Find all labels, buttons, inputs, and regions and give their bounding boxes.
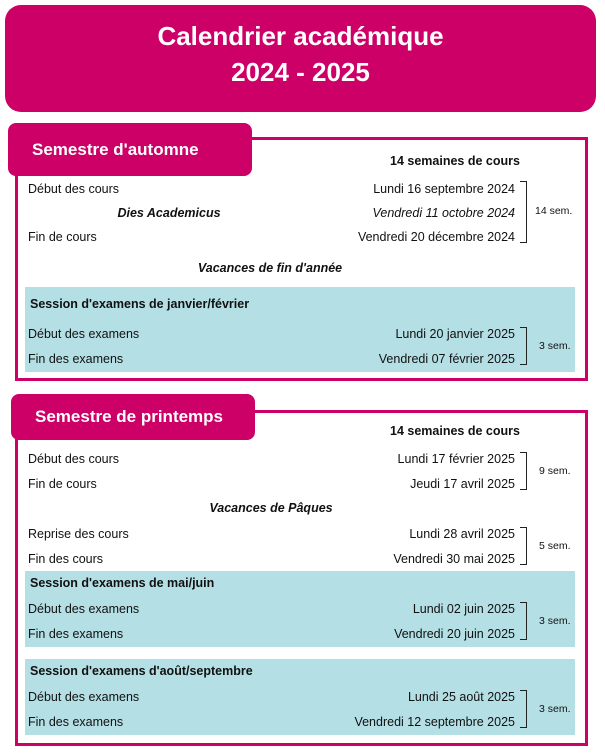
exam-end-date: Vendredi 07 février 2025 <box>378 352 515 366</box>
spring-start-date: Lundi 17 février 2025 <box>397 452 515 466</box>
autumn-end-date: Vendredi 20 décembre 2024 <box>357 230 515 244</box>
session2-title: Session d'examens d'août/septembre <box>30 664 253 678</box>
autumn-holiday: Vacances de fin d'année <box>197 261 343 275</box>
header-year: 2024 - 2025 <box>231 57 370 87</box>
session2-span: 3 sem. <box>539 703 571 715</box>
autumn-start-date: Lundi 16 septembre 2024 <box>373 182 515 196</box>
autumn-weeks: 14 semaines de cours <box>390 154 520 168</box>
spring-weeks: 14 semaines de cours <box>390 424 520 438</box>
spring-holiday: Vacances de Pâques <box>209 501 333 515</box>
bracket <box>520 690 527 728</box>
autumn-session-span: 3 sem. <box>539 340 571 352</box>
exam-end-label: Fin des examens <box>28 715 124 729</box>
session1-span: 3 sem. <box>539 615 571 627</box>
spring-break-start-date: Jeudi 17 avril 2025 <box>410 477 515 491</box>
spring-resume-label: Reprise des cours <box>28 527 129 541</box>
autumn-start-label: Début des cours <box>28 182 120 196</box>
exam-end-date: Vendredi 20 juin 2025 <box>394 627 515 641</box>
autumn-span: 14 sem. <box>535 205 573 217</box>
header-title: Calendrier académique <box>157 21 444 51</box>
exam-start-date: Lundi 25 août 2025 <box>407 690 515 704</box>
exam-end-label: Fin des examens <box>28 627 124 641</box>
autumn-exam-session <box>25 287 575 372</box>
autumn-tab: Semestre d'automne <box>8 123 252 176</box>
spring-exam-session-2 <box>25 659 575 735</box>
bracket <box>520 452 527 490</box>
spring-break-start-label: Fin de cours <box>28 477 97 491</box>
spring-exam-session-1 <box>25 571 575 647</box>
exam-start-label: Début des examens <box>28 602 140 616</box>
spring-end-date: Vendredi 30 mai 2025 <box>393 552 515 566</box>
spring-span2: 5 sem. <box>539 540 571 552</box>
bracket <box>520 181 527 243</box>
spring-tab: Semestre de printemps <box>11 394 255 440</box>
exam-end-date: Vendredi 12 septembre 2025 <box>354 715 515 729</box>
page-header: Calendrier académique 2024 - 2025 <box>5 5 596 112</box>
dies-academicus-date: Vendredi 11 octobre 2024 <box>372 206 515 220</box>
exam-start-label: Début des examens <box>28 327 140 341</box>
exam-end-label: Fin des examens <box>28 352 124 366</box>
spring-end-label: Fin des cours <box>28 552 104 566</box>
autumn-section <box>15 137 588 381</box>
bracket <box>520 602 527 640</box>
exam-start-date: Lundi 02 juin 2025 <box>412 602 515 616</box>
spring-span1: 9 sem. <box>539 465 571 477</box>
session1-title: Session d'examens de mai/juin <box>30 576 215 590</box>
spring-section <box>15 410 588 746</box>
autumn-session-title: Session d'examens de janvier/février <box>30 297 250 311</box>
bracket <box>520 527 527 565</box>
spring-resume-date: Lundi 28 avril 2025 <box>409 527 515 541</box>
dies-academicus-label: Dies Academicus <box>117 206 221 220</box>
bracket <box>520 327 527 365</box>
exam-start-date: Lundi 20 janvier 2025 <box>395 327 515 341</box>
spring-start-label: Début des cours <box>28 452 120 466</box>
autumn-end-label: Fin de cours <box>28 230 97 244</box>
exam-start-label: Début des examens <box>28 690 140 704</box>
